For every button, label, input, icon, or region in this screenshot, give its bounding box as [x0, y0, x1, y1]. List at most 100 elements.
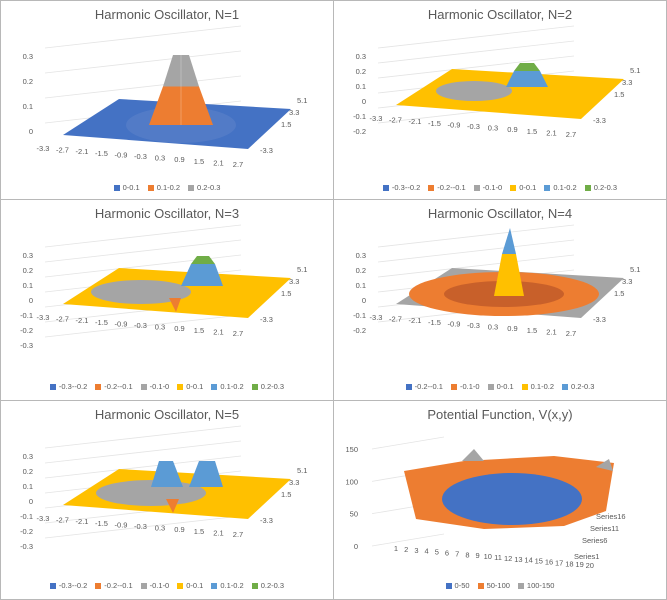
x-tick-label: 15 [535, 557, 543, 566]
depth-tick-label: 5.1 [297, 466, 307, 475]
legend-swatch [113, 185, 120, 192]
x-tick-label: -0.9 [115, 150, 128, 159]
depth-tick-label: -3.3 [593, 315, 606, 324]
depth-tick-label: Series1 [574, 552, 599, 561]
legend-item: -0.3--0.2 [49, 581, 88, 590]
x-tick-label: -0.9 [448, 120, 461, 129]
legend-item: 0-0.1 [487, 382, 514, 391]
legend-swatch [177, 384, 184, 391]
chart-panel-n3: Harmonic Oscillator, N=3 0.3 0.2 0.1 0 -0.1-… [0, 199, 334, 401]
x-tick-label: 1.5 [194, 157, 204, 166]
z-tick-label: 0 [362, 97, 366, 106]
x-tick-label: 2.1 [213, 327, 223, 336]
x-tick-label: 0.3 [155, 323, 165, 332]
legend-label: 0.2-0.3 [593, 183, 618, 192]
legend-swatch [510, 185, 517, 192]
z-tick-label: 0.2 [23, 77, 33, 86]
z-tick-label: -0.2 [353, 326, 366, 335]
x-tick-label: 18 [565, 559, 573, 568]
surface-peak-mid [494, 254, 524, 296]
legend-item: 0-0.1 [510, 183, 536, 192]
gridline [44, 224, 242, 248]
legend-item: -0.1-0 [473, 183, 502, 192]
depth-tick-label: -3.3 [260, 146, 273, 155]
gridline [377, 224, 575, 248]
gridline [44, 239, 242, 263]
x-tick-label: 11 [494, 553, 502, 562]
z-tick-label: 0.1 [23, 482, 33, 491]
legend: 0-50 50-100 100-150 [334, 581, 666, 590]
x-tick-label: 0.9 [174, 324, 184, 333]
legend-label: 50-100 [486, 581, 510, 590]
z-tick-label: 0.2 [356, 266, 366, 275]
z-tick-label: -0.1 [20, 311, 33, 320]
legend-label: -0.1-0 [149, 382, 170, 391]
legend-item: -0.3--0.2 [49, 382, 88, 391]
legend-label: -0.3--0.2 [58, 382, 88, 391]
surface-peak-top [191, 256, 215, 264]
surface-dip [96, 480, 206, 506]
depth-tick-label: 1.5 [614, 289, 624, 298]
x-tick-label: 0.9 [507, 125, 517, 134]
z-tick-label: 0.2 [23, 266, 33, 275]
legend-swatch [49, 384, 56, 391]
surface-band-mid [149, 86, 213, 125]
x-tick-label: -0.3 [467, 122, 480, 131]
legend-label: 0-50 [454, 581, 470, 590]
x-tick-label: 2.7 [566, 130, 576, 139]
z-tick-label: 0.3 [23, 452, 33, 461]
legend-item: 0-0.1 [177, 382, 203, 391]
x-tick-label: -0.3 [134, 522, 147, 531]
legend-swatch [428, 185, 435, 192]
x-tick-label: -1.5 [428, 119, 441, 128]
legend-item: 0.1-0.2 [521, 382, 554, 391]
legend-label: 0-0.1 [496, 382, 514, 391]
x-tick-label: -0.9 [448, 319, 461, 328]
legend-item: 0.2-0.3 [188, 183, 220, 192]
chart-title: Potential Function, V(x,y) [427, 407, 573, 422]
x-tick-label: 0.3 [155, 524, 165, 533]
z-tick-label: 0 [29, 497, 33, 506]
x-tick-label: 10 [484, 552, 492, 561]
legend-swatch [562, 384, 569, 391]
x-tick-label: 2.7 [233, 530, 243, 539]
surface-corner-high [462, 449, 484, 461]
x-tick-label: 6 [445, 549, 449, 558]
x-tick-label: 12 [504, 554, 512, 563]
depth-tick-label: 1.5 [614, 90, 624, 99]
x-tick-label: 2.1 [213, 158, 223, 167]
depth-tick-label: -3.3 [593, 116, 606, 125]
legend-item: 0.1-0.2 [544, 183, 577, 192]
z-tick-label: 0 [29, 127, 33, 136]
legend-item: -0.3--0.2 [382, 183, 420, 192]
x-tick-label: 0.9 [174, 525, 184, 534]
legend-swatch [473, 185, 480, 192]
depth-tick-label: -3.3 [260, 516, 273, 525]
depth-tick-label: Series16 [596, 512, 626, 521]
x-tick-label: -2.7 [56, 516, 69, 525]
legend-label: 0-0.1 [519, 183, 537, 192]
legend-label: -0.1-0 [149, 581, 170, 590]
legend-swatch [147, 185, 154, 192]
legend-item: 0-0.1 [113, 183, 140, 192]
depth-tick-label: 1.5 [281, 289, 291, 298]
depth-tick-label: Series6 [582, 536, 607, 545]
x-tick-label: 8 [465, 550, 469, 559]
legend-label: -0.3--0.2 [58, 581, 88, 590]
x-tick-label: 13 [514, 555, 522, 564]
z-tick-label: 0 [362, 296, 366, 305]
depth-tick-label: 3.3 [622, 78, 632, 87]
legend-label: 0-0.1 [186, 382, 204, 391]
surface-trough [169, 298, 181, 312]
gridline [371, 436, 445, 450]
x-tick-label: 1.5 [194, 527, 204, 536]
chart-title: Harmonic Oscillator, N=4 [427, 206, 573, 221]
z-tick-label: 0.2 [23, 467, 33, 476]
z-tick-label: 150 [345, 445, 358, 454]
x-tick-label: 1 [394, 544, 398, 553]
legend-swatch [477, 583, 484, 590]
legend-item: 0.2-0.3 [584, 183, 618, 192]
legend-item: -0.1-0 [140, 382, 170, 391]
legend: -0.3--0.2 -0.2--0.1 -0.1-0 0-0.1 0.1-0.2 0.2-… [1, 382, 333, 391]
